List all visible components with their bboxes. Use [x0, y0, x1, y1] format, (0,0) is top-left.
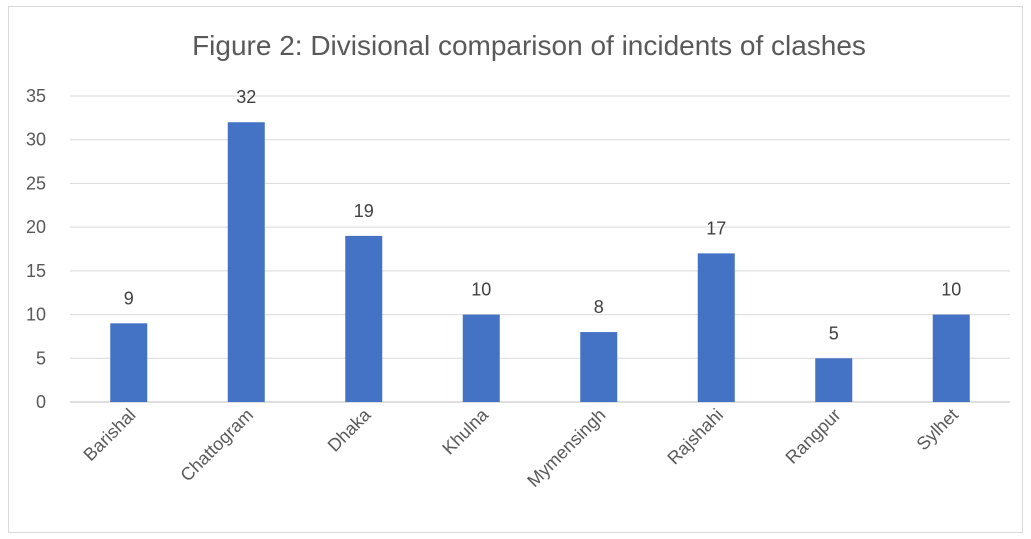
x-tick-label: Sylhet — [913, 405, 963, 455]
x-axis-ticks: Barishal Chattogram Dhaka Khulna Mymensingh R… — [79, 404, 962, 491]
bar — [227, 122, 265, 402]
y-axis-ticks: 0 5 10 15 20 25 30 35 — [26, 86, 46, 412]
chart-frame — [8, 6, 1023, 533]
y-tick-label: 30 — [26, 130, 46, 150]
bar — [697, 253, 735, 402]
data-label: 17 — [706, 218, 726, 238]
y-tick-label: 35 — [26, 86, 46, 106]
bar — [580, 332, 618, 402]
gridlines — [70, 95, 1010, 403]
data-label: 32 — [236, 87, 256, 107]
y-tick-label: 10 — [26, 305, 46, 325]
y-tick-label: 20 — [26, 217, 46, 237]
data-label: 10 — [941, 280, 961, 300]
x-tick-label: Dhaka — [324, 404, 376, 456]
y-tick-label: 5 — [36, 348, 46, 368]
x-tick-label: Barishal — [79, 405, 139, 465]
y-tick-label: 0 — [36, 392, 46, 412]
data-label: 9 — [124, 288, 134, 308]
bar — [462, 314, 500, 402]
chart-title: Figure 2: Divisional comparison of incid… — [192, 30, 866, 61]
data-labels: 9 32 19 10 8 17 5 10 — [124, 87, 962, 343]
data-label: 8 — [594, 297, 604, 317]
x-tick-label: Khulna — [438, 404, 492, 458]
x-tick-label: Mymensingh — [523, 405, 609, 491]
x-tick-label: Rangpur — [782, 405, 845, 468]
data-label: 10 — [471, 280, 491, 300]
bar — [110, 323, 148, 402]
bar — [815, 358, 853, 402]
x-tick-label: Chattogram — [176, 405, 257, 486]
y-tick-label: 25 — [26, 173, 46, 193]
y-tick-label: 15 — [26, 261, 46, 281]
data-label: 5 — [829, 323, 839, 343]
data-label: 19 — [354, 201, 374, 221]
bar — [932, 314, 970, 402]
bars — [110, 122, 970, 402]
x-tick-label: Rajshahi — [663, 405, 727, 469]
bar — [345, 235, 383, 402]
